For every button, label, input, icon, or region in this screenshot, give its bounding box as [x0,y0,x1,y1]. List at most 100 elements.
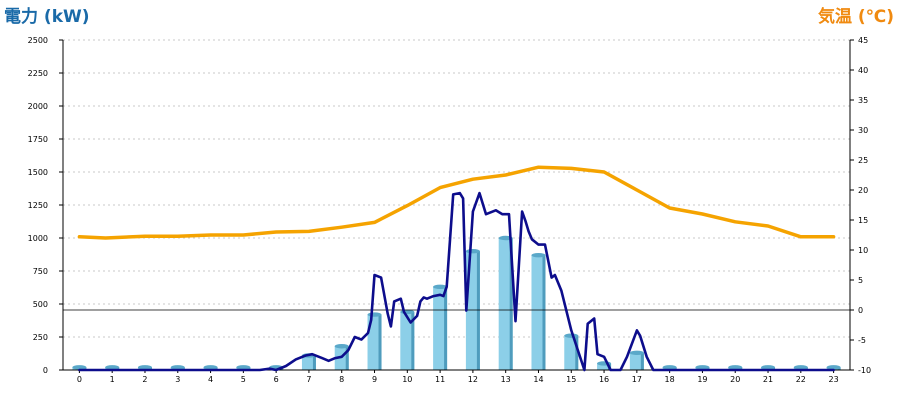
tick-labels: 02505007501000125015001750200022502500-1… [28,36,871,384]
right-tick-label: 5 [858,276,863,285]
right-tick-label: 20 [858,186,868,195]
bar-top [793,365,808,370]
bar-top [137,365,152,370]
bar-side [542,255,546,370]
bar-top [72,365,87,370]
bar [662,365,677,370]
x-tick-label: 6 [274,375,279,384]
right-tick-label: 35 [858,96,868,105]
x-tick-label: 1 [110,375,115,384]
bar-top [662,365,677,370]
grid-lines [63,39,850,338]
bar-side [509,238,513,370]
left-tick-label: 1250 [28,201,48,210]
bar-top [433,284,448,290]
x-tick-label: 15 [566,375,576,384]
bar-top [203,365,218,370]
x-tick-label: 18 [665,375,675,384]
left-tick-label: 250 [33,333,48,342]
bar [564,333,579,370]
right-tick-label: 45 [858,36,868,45]
x-tick-label: 3 [175,375,180,384]
x-tick-label: 12 [468,375,478,384]
bar [629,350,644,370]
x-tick-label: 16 [599,375,609,384]
left-tick-label: 1500 [28,168,48,177]
right-tick-label: 0 [858,306,863,315]
power-bars [72,235,841,370]
right-axis-title: 気温 (℃) [817,6,894,27]
x-tick-label: 17 [632,375,642,384]
right-tick-label: 15 [858,216,868,225]
bar-top [465,249,480,254]
bar [728,365,743,370]
bar [137,365,152,370]
left-tick-label: 500 [33,300,48,309]
left-tick-label: 2250 [28,69,48,78]
bar-body [400,311,415,370]
bar [761,365,776,370]
right-tick-label: -10 [858,366,871,375]
bar [72,365,87,370]
bar-top [826,365,841,370]
x-tick-label: 14 [533,375,543,384]
series-lines [77,165,836,372]
bar-side [378,314,382,370]
bar-top [531,252,546,258]
bar [793,365,808,370]
bar-side [411,311,415,370]
bar-top [170,365,185,370]
bar [105,365,120,370]
x-tick-label: 22 [796,375,806,384]
bar-body [301,355,316,370]
bar-side [476,251,480,370]
right-tick-label: -5 [858,336,866,345]
bar-body [597,363,612,370]
bar-side [345,346,349,370]
x-tick-label: 10 [402,375,412,384]
x-tick-label: 23 [829,375,839,384]
temperature-line [77,165,836,240]
left-tick-label: 750 [33,267,48,276]
right-tick-label: 30 [858,126,868,135]
x-tick-label: 9 [372,375,377,384]
bar-side [640,352,644,370]
left-tick-label: 1000 [28,234,48,243]
bar-top [728,365,743,370]
left-tick-label: 2500 [28,36,48,45]
x-tick-label: 7 [306,375,311,384]
x-tick-label: 20 [730,375,740,384]
left-tick-label: 2000 [28,102,48,111]
bar [531,252,546,370]
bar-top [105,365,120,370]
bar [170,365,185,370]
x-tick-label: 5 [241,375,246,384]
bar-top [629,350,644,356]
bar-top [761,365,776,370]
bar [433,284,448,370]
bar-body [629,352,644,370]
power-line [78,191,835,372]
x-tick-label: 21 [763,375,773,384]
x-tick-label: 11 [435,375,445,384]
x-tick-label: 8 [339,375,344,384]
x-tick-label: 0 [77,375,82,384]
bar-top [236,365,251,370]
left-axis-title: 電力 (kW) [4,6,90,27]
x-tick-label: 13 [501,375,511,384]
left-tick-label: 0 [43,366,48,375]
bar-side [444,286,448,370]
bar [236,365,251,370]
right-tick-label: 25 [858,156,868,165]
bar-top [695,365,710,370]
bar-body [531,255,546,370]
bar-body [433,286,448,370]
left-tick-label: 1750 [28,135,48,144]
right-tick-label: 10 [858,246,868,255]
bar-side [312,355,316,370]
bar-body [367,314,382,370]
bar-body [498,238,513,370]
bar-side [575,335,579,370]
x-tick-label: 4 [208,375,213,384]
